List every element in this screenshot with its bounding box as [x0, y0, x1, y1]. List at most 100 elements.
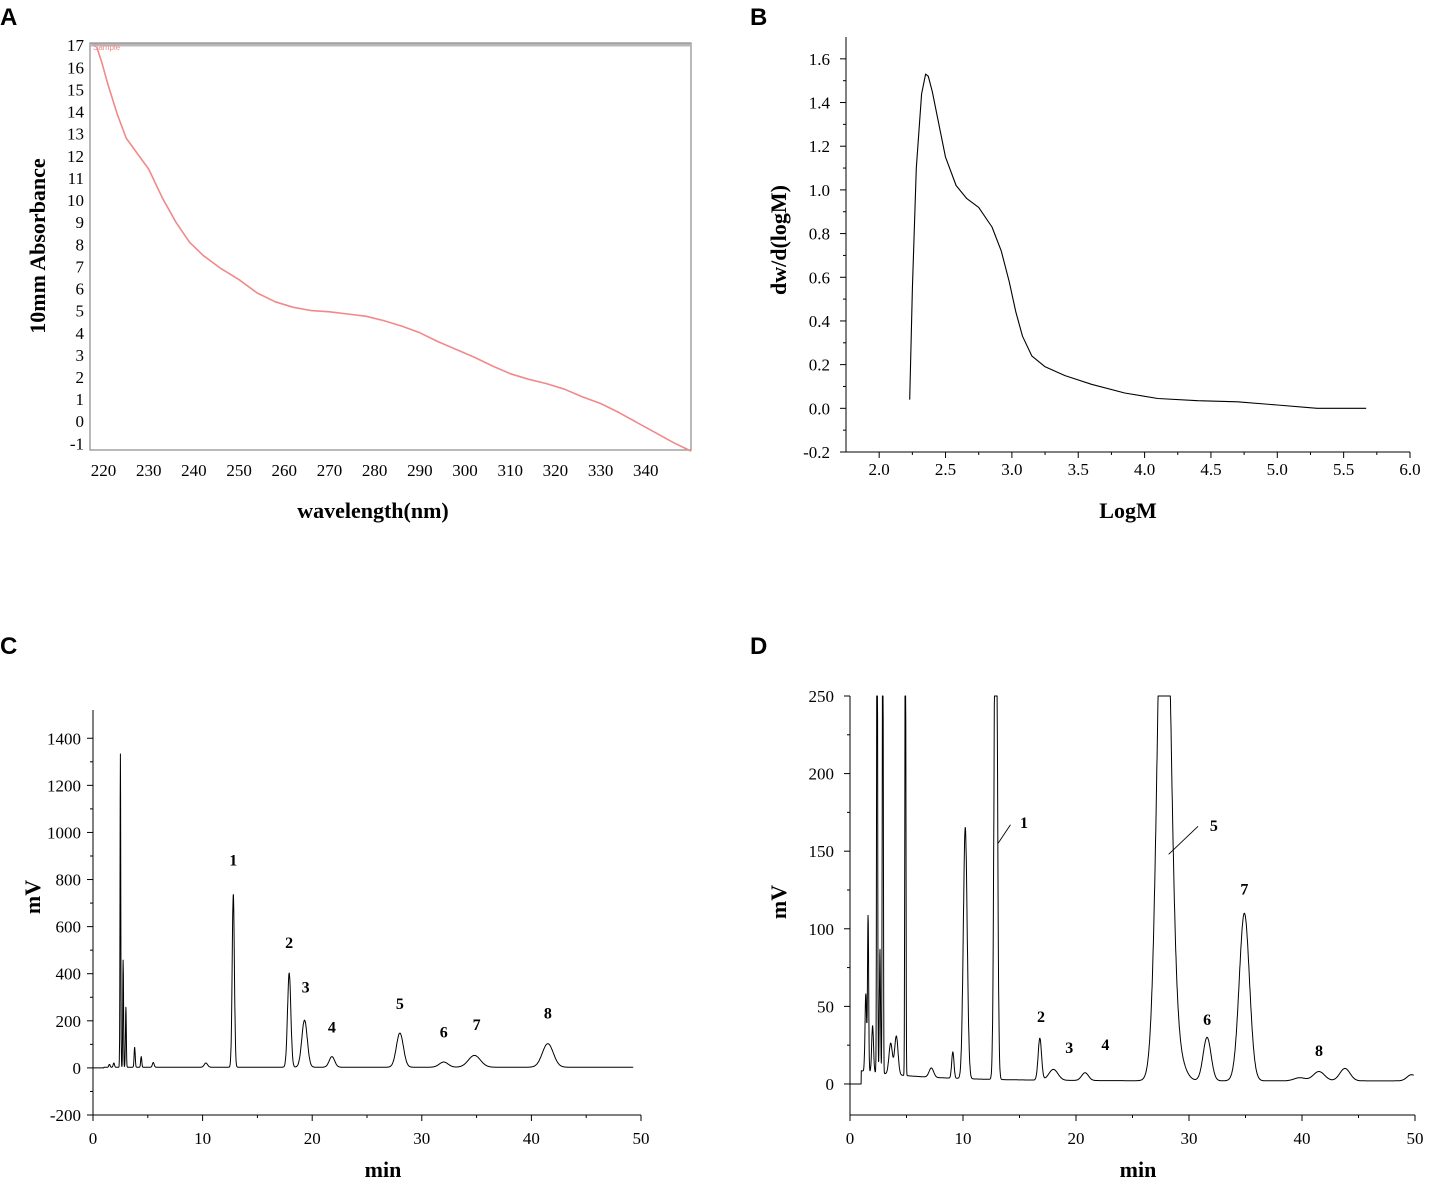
- chart-d-xtick-label: 20: [1068, 1129, 1085, 1148]
- chart-a-xlabel: wavelength(nm): [297, 498, 449, 523]
- chart-c-chromatogram: 0 10 20 30 40 50 -200 0 200 400 600 800 1000 1200 1400…: [20, 710, 650, 1182]
- chart-d-peak-label: 7: [1240, 882, 1248, 899]
- chart-a-xtick-label: 220: [91, 461, 117, 480]
- chart-c-xtick-label: 10: [194, 1129, 211, 1148]
- chart-a-ytick-label: 3: [76, 346, 85, 365]
- chart-a-xtick-label: 310: [497, 461, 523, 480]
- chart-c-ytick-label: 1200: [47, 776, 81, 795]
- chart-a-frame: [89, 42, 692, 451]
- chart-c-peak-label: 5: [396, 996, 404, 1013]
- chart-c-peak-label: 7: [473, 1017, 481, 1034]
- chart-d-peak-label: 1: [1020, 815, 1028, 832]
- chart-a-ytick-label: 0: [76, 412, 85, 431]
- chart-b-ytick-label: 1.6: [809, 50, 830, 69]
- chart-a-xtick-label: 290: [407, 461, 433, 480]
- chart-d-series-line: [849, 695, 1414, 1085]
- chart-a-ytick-label: -1: [70, 434, 84, 453]
- chart-a-legend: Sample: [93, 43, 121, 52]
- chart-a-ylabel: 10mm Absorbance: [25, 158, 50, 334]
- chart-a-xtick-label: 260: [272, 461, 298, 480]
- chart-b-xtick-label: 4.0: [1134, 460, 1155, 479]
- chart-b-xtick-label: 2.5: [935, 460, 956, 479]
- chart-c-series-line: [92, 753, 634, 1069]
- chart-b-ytick-label: 1.2: [809, 137, 830, 156]
- chart-c-peak-label: 4: [328, 1020, 336, 1037]
- chart-d-xtick-label: 50: [1407, 1129, 1424, 1148]
- chart-a-xtick-label: 300: [452, 461, 478, 480]
- chart-a-ytick-label: 15: [67, 80, 84, 99]
- chart-b-xtick-label: 5.5: [1333, 460, 1354, 479]
- chart-b-molecular-weight: 2.0 2.5 3.0 3.5 4.0 4.5 5.0 5.5 6.0 -0.2 0.0 0.2 0.4…: [766, 37, 1421, 523]
- chart-b-ytick-label: 1.4: [809, 94, 831, 113]
- chart-a-ytick-label: 12: [67, 147, 84, 166]
- chart-c-xtick-label: 0: [89, 1129, 98, 1148]
- chart-a-uv-absorbance: Sample 220 230 240 250 260 270 280 290 300 310 320…: [25, 36, 692, 523]
- chart-c-xtick-label: 20: [304, 1129, 321, 1148]
- chart-b-ytick-label: 0.4: [809, 312, 831, 331]
- chart-a-xtick-label: 270: [317, 461, 343, 480]
- chart-b-xtick-label: 4.5: [1200, 460, 1221, 479]
- chart-c-peak-label: 8: [544, 1005, 552, 1022]
- chart-d-peak-label: 5: [1210, 818, 1218, 835]
- chart-c-ytick-label: 1000: [47, 823, 81, 842]
- chart-a-ytick-label: 13: [67, 125, 84, 144]
- panel-letter-b: B: [750, 4, 767, 31]
- chart-a-xtick-label: 250: [226, 461, 252, 480]
- chart-a-xtick-label: 330: [588, 461, 614, 480]
- chart-b-ytick-label: 0.8: [809, 225, 830, 244]
- chart-a-xtick-label: 280: [362, 461, 388, 480]
- chart-b-ytick-label: 0.0: [809, 399, 830, 418]
- chart-a-series-line: [96, 47, 692, 452]
- chart-c-ytick-label: 800: [56, 871, 82, 890]
- chart-b-ylabel: dw/d(logM): [766, 185, 791, 295]
- chart-a-xtick-label: 240: [181, 461, 207, 480]
- chart-d-ytick-label: 250: [809, 687, 835, 706]
- chart-c-ytick-label: 200: [56, 1012, 82, 1031]
- chart-d-ytick-label: 0: [826, 1075, 835, 1094]
- chart-c-peak-label: 6: [440, 1024, 448, 1041]
- chart-d-ytick-label: 200: [809, 765, 835, 784]
- chart-d-ytick-label: 150: [809, 842, 835, 861]
- chart-a-ytick-label: 16: [67, 58, 84, 77]
- chart-b-ytick-label: 1.0: [809, 181, 830, 200]
- chart-a-ytick-label: 1: [76, 390, 85, 409]
- chart-c-ytick-label: 600: [56, 918, 82, 937]
- chart-d-ylabel: mV: [766, 885, 791, 919]
- chart-b-ytick-label: 0.2: [809, 356, 830, 375]
- chart-c-ytick-label: 0: [73, 1059, 82, 1078]
- chart-c-ytick-label: 400: [56, 965, 82, 984]
- chart-a-ytick-label: 9: [76, 213, 85, 232]
- chart-b-xtick-label: 2.0: [869, 460, 890, 479]
- chart-d-ytick-label: 50: [817, 997, 834, 1016]
- chart-a-ytick-label: 10: [67, 191, 84, 210]
- chart-b-xlabel: LogM: [1099, 498, 1157, 523]
- chart-b-xtick-label: 6.0: [1399, 460, 1420, 479]
- chart-d-xlabel: min: [1120, 1157, 1157, 1182]
- chart-c-peak-label: 2: [285, 935, 293, 952]
- panel-letter-c: C: [0, 633, 17, 660]
- chart-a-ytick-label: 17: [67, 36, 85, 55]
- chart-a-xtick-label: 320: [543, 461, 569, 480]
- chart-a-xtick-label: 230: [136, 461, 162, 480]
- chart-b-xtick-label: 3.0: [1001, 460, 1022, 479]
- chart-a-ytick-label: 5: [76, 302, 85, 321]
- chart-a-ytick-label: 4: [76, 324, 85, 343]
- chart-b-xtick-label: 5.0: [1267, 460, 1288, 479]
- chart-d-peak-label: 3: [1065, 1040, 1073, 1057]
- chart-a-ytick-label: 7: [76, 257, 85, 276]
- chart-c-xtick-label: 50: [633, 1129, 650, 1148]
- chart-b-ytick-label: 0.6: [809, 268, 830, 287]
- chart-d-xtick-label: 40: [1294, 1129, 1311, 1148]
- chart-b-xtick-label: 3.5: [1068, 460, 1089, 479]
- chart-a-ytick-label: 11: [68, 169, 84, 188]
- chart-d-xtick-label: 30: [1181, 1129, 1198, 1148]
- chart-c-xtick-label: 30: [413, 1129, 430, 1148]
- chart-d-xtick-label: 10: [955, 1129, 972, 1148]
- chart-c-ytick-label: 1400: [47, 729, 81, 748]
- chart-d-leader-line: [997, 824, 1011, 844]
- chart-d-peak-label: 4: [1101, 1037, 1109, 1054]
- chart-d-chromatogram: 0 10 20 30 40 50 0 50 100 150 200 250 1 2 3 4 5 6 7 8 min m…: [766, 687, 1424, 1182]
- chart-a-ytick-label: 6: [76, 280, 85, 299]
- chart-c-peak-label: 3: [302, 980, 310, 997]
